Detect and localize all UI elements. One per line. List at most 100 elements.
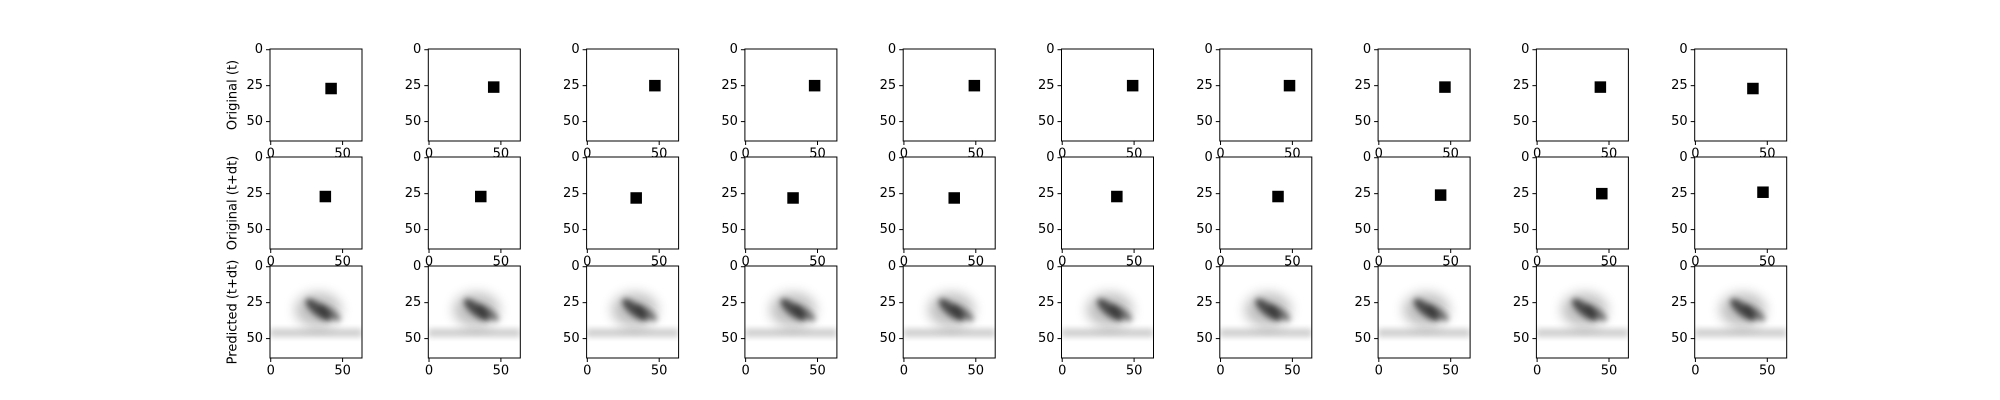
blob-band <box>1219 328 1312 338</box>
panel <box>586 266 679 358</box>
square <box>630 192 642 204</box>
panel-frame <box>902 265 996 359</box>
x-tick-label: 0 <box>425 364 433 379</box>
x-tick-label: 0 <box>1533 255 1541 270</box>
y-tick-label: 50 <box>721 331 738 346</box>
x-tick-label: 0 <box>741 364 749 379</box>
y-tick-label: 0 <box>1679 150 1687 165</box>
panel-bg <box>1061 49 1154 141</box>
panel-frame <box>586 48 680 142</box>
y-tick-label: 50 <box>1196 222 1213 237</box>
y-tick-label: 25 <box>246 295 263 310</box>
panel <box>1536 49 1629 141</box>
blob-core <box>1571 298 1598 321</box>
y-tick-label: 25 <box>563 295 580 310</box>
x-tick-label: 0 <box>425 147 433 162</box>
y-tick-label: 0 <box>413 259 421 274</box>
square <box>1439 81 1451 93</box>
panel-bg <box>1378 157 1471 249</box>
blob-core <box>1730 298 1756 321</box>
panel <box>1219 266 1312 358</box>
square <box>1596 187 1608 200</box>
panel-bg <box>428 49 521 141</box>
blob <box>1694 292 1787 338</box>
y-tick-label: 25 <box>1038 78 1055 93</box>
panel-bg <box>428 157 521 249</box>
x-tick-label: 0 <box>1375 364 1383 379</box>
panel-bg <box>1061 157 1154 249</box>
y-tick-label: 50 <box>1355 331 1372 346</box>
y-tick-label: 25 <box>721 186 738 201</box>
y-tick-label: 50 <box>880 222 897 237</box>
y-tick-label: 0 <box>1205 42 1213 57</box>
x-tick-label: 0 <box>741 147 749 162</box>
y-tick-label: 50 <box>1038 114 1055 129</box>
y-tick-label: 25 <box>1513 186 1530 201</box>
blob-arm <box>1110 304 1133 321</box>
blob-band <box>1694 328 1787 338</box>
panel <box>428 157 521 249</box>
x-tick-label: 0 <box>741 255 749 270</box>
square <box>1747 82 1759 95</box>
panel <box>744 266 837 358</box>
panel-frame <box>427 48 521 142</box>
blob-band <box>586 328 679 338</box>
square <box>1434 189 1447 201</box>
blob <box>586 292 679 338</box>
y-tick-label: 25 <box>1355 186 1372 201</box>
panel-frame <box>1694 48 1788 142</box>
x-tick-label: 50 <box>651 364 668 379</box>
panel-frame <box>1219 156 1313 250</box>
panel-frame <box>269 265 363 359</box>
blob-arm <box>793 304 816 321</box>
panel <box>270 157 362 249</box>
panel-bg <box>1219 49 1312 141</box>
y-tick-label: 0 <box>571 150 579 165</box>
y-tick-label: 25 <box>1671 295 1688 310</box>
y-tick-label: 50 <box>246 222 263 237</box>
y-axis-label: Original (t) <box>226 60 241 130</box>
square <box>325 82 337 95</box>
y-tick-label: 50 <box>1196 331 1213 346</box>
y-tick-label: 50 <box>1355 114 1372 129</box>
blob <box>428 292 521 338</box>
y-tick-label: 50 <box>1513 331 1530 346</box>
blob-core <box>463 298 490 321</box>
panel <box>1061 266 1154 358</box>
blob-band <box>744 328 837 338</box>
y-tick-label: 50 <box>880 331 897 346</box>
blob-arm <box>1268 304 1291 321</box>
blob <box>1061 292 1154 338</box>
blob-band <box>428 328 521 338</box>
panel-frame <box>586 265 680 359</box>
panel-frame <box>269 156 363 250</box>
square <box>1126 79 1139 92</box>
panel-frame <box>586 156 680 250</box>
panel-frame <box>902 156 996 250</box>
y-tick-label: 0 <box>730 150 738 165</box>
x-tick-label: 50 <box>809 364 826 379</box>
blob-band <box>270 328 362 338</box>
x-tick-label: 0 <box>1533 364 1541 379</box>
y-tick-label: 25 <box>721 78 738 93</box>
panel <box>586 49 679 141</box>
y-tick-label: 25 <box>1355 295 1372 310</box>
y-tick-label: 50 <box>1038 222 1055 237</box>
x-tick-label: 50 <box>1126 364 1143 379</box>
square <box>475 190 487 203</box>
panel-bg <box>1378 49 1471 141</box>
square <box>948 192 960 204</box>
blob-core <box>780 298 806 321</box>
y-tick-label: 25 <box>880 186 897 201</box>
panel-frame <box>1061 156 1154 250</box>
y-tick-label: 0 <box>1679 42 1687 57</box>
panel <box>744 157 837 249</box>
y-tick-label: 0 <box>1521 150 1529 165</box>
panel <box>1219 49 1312 141</box>
panel <box>903 266 996 358</box>
y-axis-label: Original (t+dt) <box>226 156 241 251</box>
y-tick-label: 0 <box>1679 259 1687 274</box>
panel <box>270 49 362 141</box>
panel-frame <box>427 265 521 359</box>
x-tick-label: 0 <box>900 255 908 270</box>
